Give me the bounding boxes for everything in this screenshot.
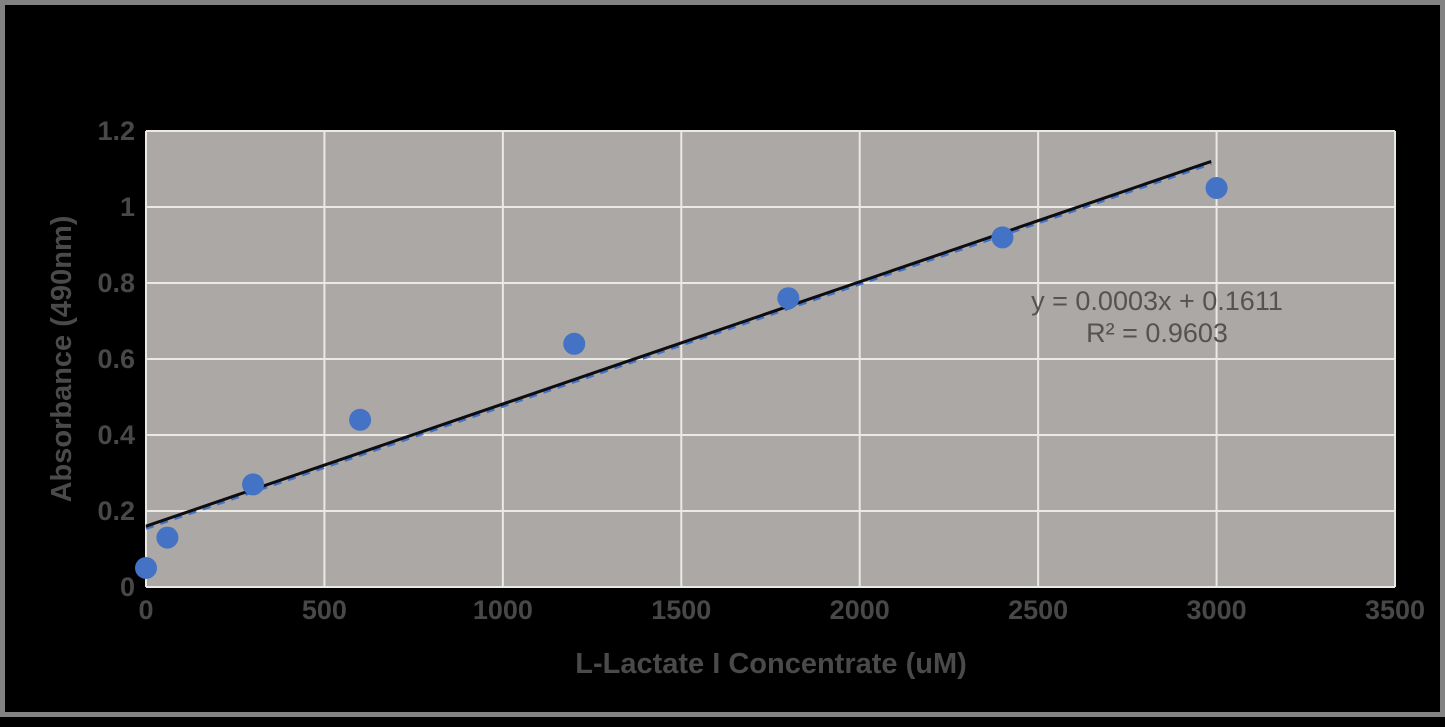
data-point — [242, 473, 265, 496]
x-tick-label: 2000 — [830, 595, 890, 625]
x-tick-label: 0 — [138, 595, 153, 625]
y-tick-label: 0.4 — [97, 420, 135, 450]
x-axis-title: L-Lactate I Concentrate (uM) — [575, 648, 967, 680]
trendline-group — [145, 159, 1212, 530]
data-point — [777, 287, 800, 310]
standard-curve-chart: 0 500 1000 1500 2000 2500 3000 3500 00.20.40.60… — [46, 116, 1425, 680]
x-tick-label: 500 — [302, 595, 347, 625]
x-tick-label: 1000 — [473, 595, 533, 625]
x-tick-label: 1500 — [651, 595, 711, 625]
trendline-r-squared: R² = 0.9603 — [1086, 318, 1228, 348]
x-tick-label: 3500 — [1365, 595, 1425, 625]
y-tick-label: 1.2 — [97, 116, 135, 146]
data-point — [1205, 177, 1228, 199]
y-tick-label: 1 — [120, 192, 135, 222]
data-point — [563, 332, 586, 355]
data-point — [349, 408, 372, 431]
trendline-solid — [145, 159, 1212, 528]
x-tick-label: 2500 — [1008, 595, 1068, 625]
y-tick-label: 0.8 — [97, 268, 135, 298]
data-point — [156, 526, 179, 549]
data-point — [991, 226, 1014, 249]
x-axis-tick-labels: 0 500 1000 1500 2000 2500 3000 3500 — [138, 595, 1425, 625]
data-point — [135, 557, 157, 579]
trendline-dashed — [145, 161, 1212, 530]
x-tick-label: 3000 — [1187, 595, 1247, 625]
trendline-equation: y = 0.0003x + 0.1611 — [1031, 286, 1283, 316]
gridlines — [145, 130, 1396, 588]
y-axis-title: Absorbance (490nm) — [46, 216, 78, 503]
scatter-points — [135, 177, 1228, 579]
y-tick-label: 0.6 — [97, 344, 135, 374]
y-tick-label: 0 — [120, 572, 135, 602]
y-tick-label: 0.2 — [97, 496, 135, 526]
y-axis-tick-labels: 0 0.2 0.4 0.6 0.8 1 1.2 — [97, 116, 135, 602]
